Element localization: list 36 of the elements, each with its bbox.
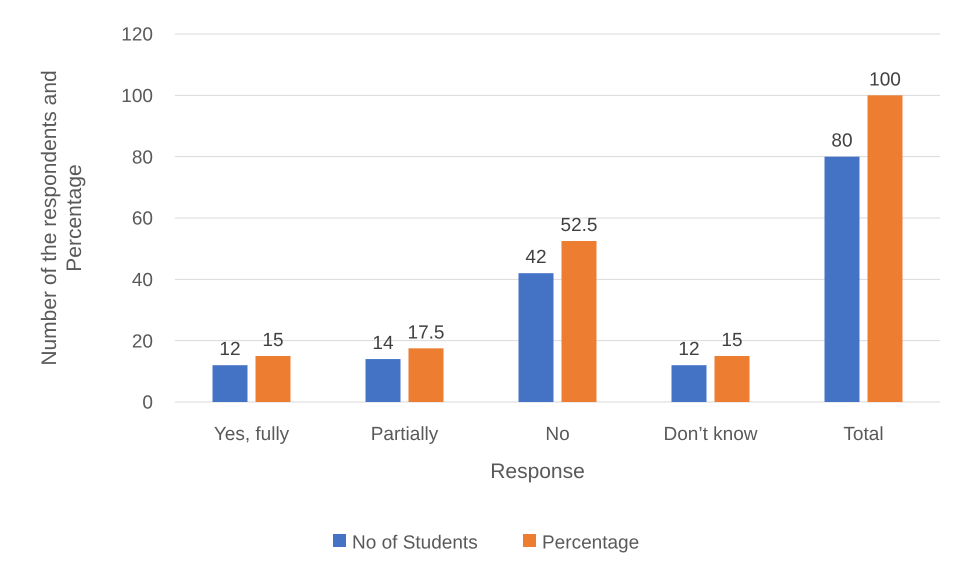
data-label: 52.5 (560, 215, 598, 236)
data-label: 80 (831, 130, 853, 152)
y-tick-label: 40 (132, 270, 153, 291)
y-tick-label: 100 (121, 86, 153, 107)
bar (672, 365, 706, 402)
y-tick-label: 120 (121, 24, 153, 46)
data-label: 100 (869, 69, 901, 90)
data-label: 12 (678, 339, 700, 360)
y-tick-label: 20 (132, 331, 153, 352)
legend-label: Percentage (542, 532, 640, 554)
bar (366, 359, 400, 402)
data-label: 14 (372, 333, 394, 354)
x-tick-label: Partially (370, 424, 439, 445)
data-label: 42 (525, 247, 547, 268)
data-label: 15 (721, 330, 743, 351)
x-tick-label: Yes, fully (214, 424, 290, 445)
bar (408, 348, 444, 402)
bar (824, 156, 860, 402)
bar (562, 241, 596, 402)
bar (256, 356, 290, 402)
x-axis-title: Response (490, 460, 585, 483)
bar (868, 95, 902, 402)
bar (518, 273, 554, 402)
y-tick-label: 80 (132, 147, 153, 168)
y-tick-label: 0 (142, 392, 153, 414)
bar (212, 365, 248, 402)
x-tick-label: No (545, 424, 570, 445)
data-label: 17.5 (408, 322, 444, 344)
x-tick-label: Don’t know (664, 424, 758, 445)
data-label: 12 (219, 339, 241, 360)
y-axis-title: Number of the respondents and Percentage (38, 70, 86, 366)
y-tick-label: 60 (132, 208, 153, 230)
legend-label: No of Students (352, 532, 478, 554)
data-label: 15 (262, 330, 284, 351)
x-tick-label: Total (843, 424, 884, 445)
bar (714, 356, 750, 402)
